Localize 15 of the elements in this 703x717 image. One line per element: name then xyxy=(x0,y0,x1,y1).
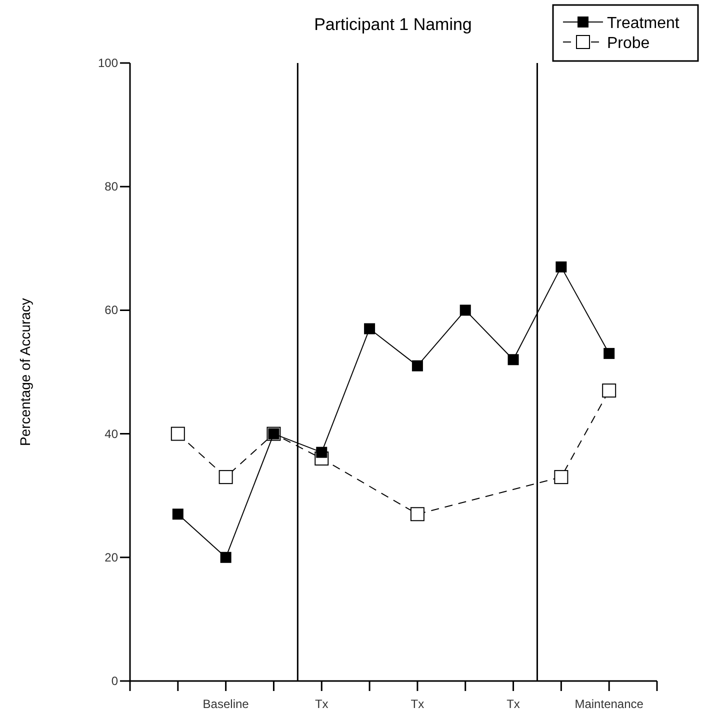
y-tick-label: 80 xyxy=(104,180,118,194)
y-axis-title: Percentage of Accuracy xyxy=(17,298,33,446)
legend-label: Treatment xyxy=(607,15,680,32)
y-tick-label: 40 xyxy=(104,426,118,441)
y-tick-label: 60 xyxy=(104,303,118,318)
y-tick-label: 0 xyxy=(111,674,118,688)
x-tick-label: Tx xyxy=(314,697,328,711)
chart-title: Participant 1 Naming xyxy=(314,15,472,34)
x-tick-label: Maintenance xyxy=(574,697,644,711)
legend-label: Probe xyxy=(607,35,650,52)
x-tick-label: Baseline xyxy=(202,697,250,711)
y-tick-label: 20 xyxy=(104,550,118,564)
x-tick-label: Tx xyxy=(506,697,520,711)
y-tick-label: 100 xyxy=(98,56,118,70)
x-tick-label: Tx xyxy=(410,697,424,711)
